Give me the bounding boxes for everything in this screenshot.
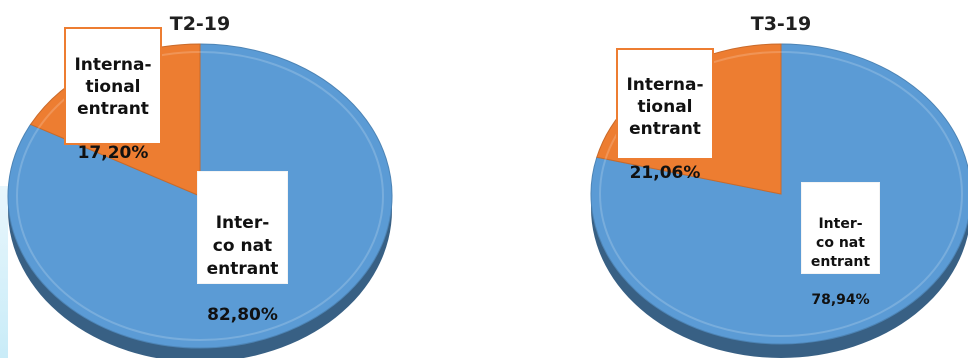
slice-label-interco-nat: Inter- co nat entrant 78,94%: [801, 182, 880, 308]
chart-title: T3-19: [751, 13, 812, 35]
slice-label-name: Inter- co nat entrant: [206, 213, 279, 279]
chart-title: T2-19: [170, 13, 231, 35]
pie-slice-interco-nat: [7, 43, 393, 349]
slice-label-name: Interna- tional entrant: [626, 75, 704, 139]
pie-highlight: [599, 51, 963, 337]
slice-label-value: 82,80%: [207, 305, 278, 325]
slice-label-international: Interna- tional entrant 17,20%: [64, 27, 162, 163]
slice-label-international: Interna- tional entrant 21,06%: [616, 48, 714, 183]
slice-label-name: Inter- co nat entrant: [810, 216, 871, 270]
slice-label-name: Interna- tional entrant: [74, 55, 152, 119]
slice-label-value: 78,94%: [811, 292, 870, 308]
slice-label-value: 21,06%: [629, 163, 701, 183]
slice-label-value: 17,20%: [77, 143, 149, 163]
slice-label-interco-nat: Inter- co nat entrant 82,80%: [197, 171, 288, 325]
pie-highlight: [16, 51, 384, 341]
left-accent-bar: [0, 186, 8, 358]
